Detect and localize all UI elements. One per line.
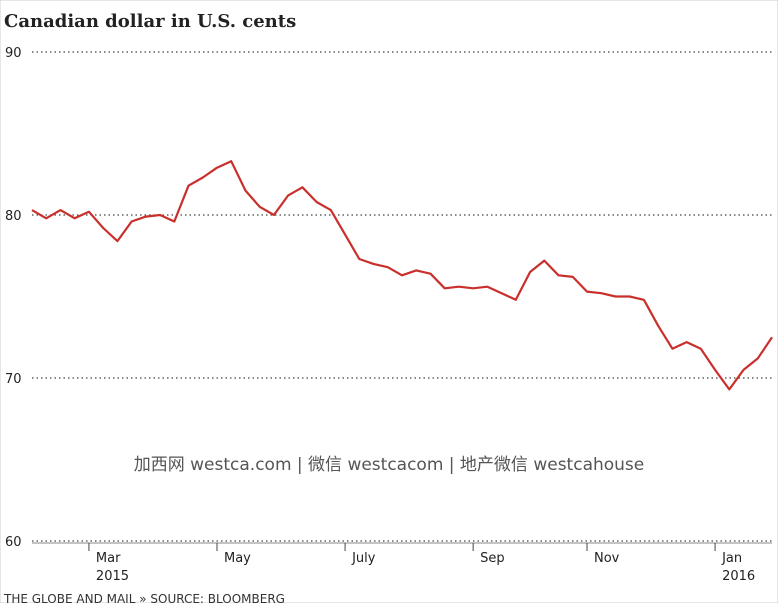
- y-tick-label: 90: [5, 46, 22, 61]
- x-tick-label: May: [224, 551, 251, 566]
- x-tick-label: Sep: [480, 551, 505, 566]
- source: THE GLOBE AND MAIL » SOURCE: BLOOMBERG: [3, 592, 285, 603]
- year-label: 2015: [96, 569, 129, 584]
- chart-title: Canadian dollar in U.S. cents: [4, 11, 296, 32]
- watermark: 加西网 westca.com | 微信 westcacom | 地产微信 wes…: [134, 455, 645, 475]
- x-tick-label: July: [351, 551, 376, 566]
- x-tick-label: Jan: [721, 551, 742, 566]
- x-tick-label: Nov: [594, 551, 620, 566]
- y-tick-label: 70: [5, 372, 22, 387]
- x-tick-label: Mar: [96, 551, 121, 566]
- data-line: [31, 160, 773, 391]
- year-label: 2016: [722, 569, 755, 584]
- y-tick-label: 80: [5, 209, 22, 224]
- y-tick-label: 60: [5, 535, 22, 550]
